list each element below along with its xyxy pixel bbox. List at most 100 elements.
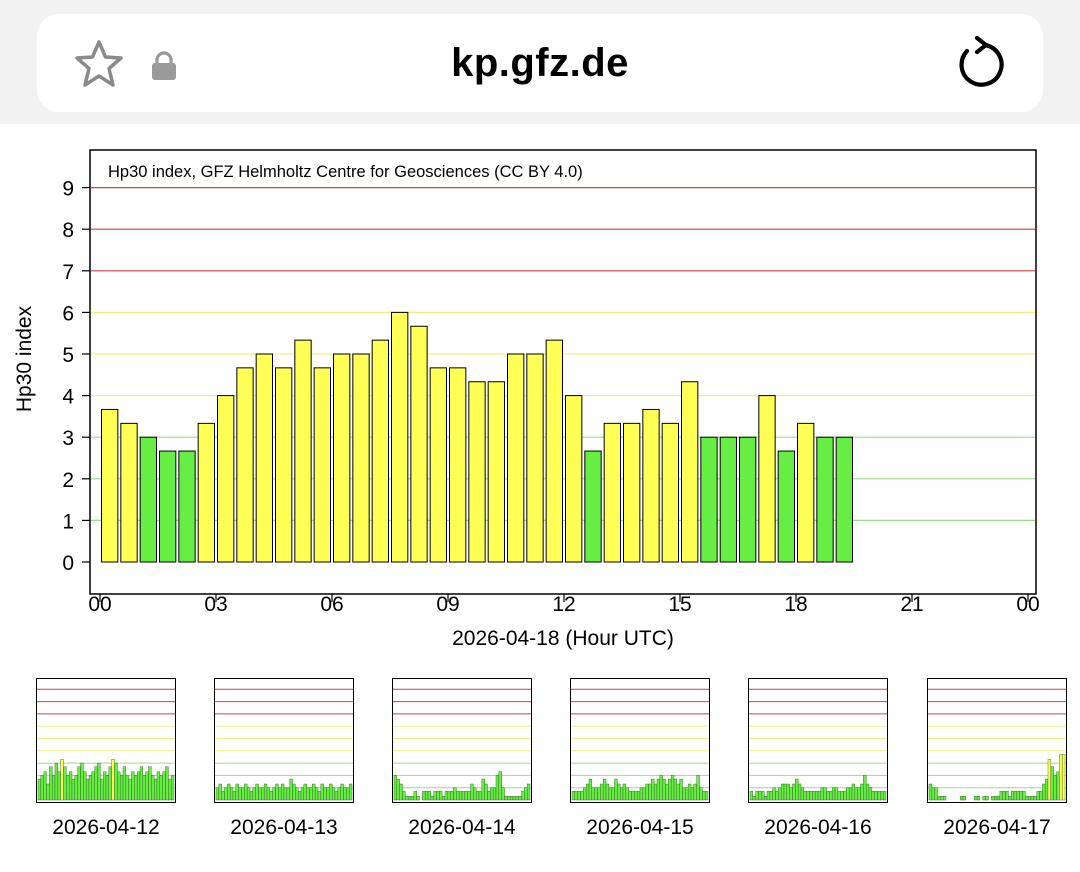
thumb-bar (1047, 759, 1052, 801)
thumbnail-date-label[interactable]: 2026-04-14 (408, 816, 516, 839)
thumb-bar (588, 778, 593, 801)
thumb-bar (789, 787, 793, 801)
thumb-bar (840, 791, 844, 801)
thumb-bar (518, 796, 522, 801)
thumb-bar (501, 787, 505, 801)
thumb-bar (775, 791, 779, 801)
thumbnail-date-label[interactable]: 2026-04-16 (764, 816, 872, 839)
thumb-bar (597, 787, 601, 801)
thumb-bar (444, 791, 449, 801)
thumb-bar (329, 783, 333, 801)
url-text[interactable]: kp.gfz.de (451, 41, 629, 85)
thumb-bar (159, 775, 163, 801)
thumb-bar (441, 796, 446, 801)
thumb-bar (473, 787, 477, 801)
thumb-frame (214, 678, 354, 803)
thumb-bar (696, 775, 700, 801)
thumb-bar (117, 771, 121, 801)
thumb-bar (628, 791, 632, 801)
thumb-bar (464, 791, 468, 801)
thumb-bar (94, 766, 98, 801)
thumb-bar (602, 778, 607, 801)
thumb-bar (749, 791, 754, 801)
thumb-bar (507, 796, 511, 801)
thumb-bar (1059, 754, 1063, 801)
chart-title: Hp30 index, GFZ Helmholtz Centre for Geo… (108, 163, 583, 181)
thumb-bar (877, 791, 881, 801)
thumbnail-chart[interactable] (392, 678, 532, 803)
thumb-bar (317, 791, 322, 801)
thumbnail-date-label[interactable]: 2026-04-15 (586, 816, 694, 839)
bar (816, 436, 834, 563)
thumb-bar (829, 791, 833, 801)
y-tick-label: 5 (62, 344, 74, 367)
thumb-bar (1025, 796, 1029, 801)
thumb-bar (77, 766, 81, 801)
thumb-bar (982, 796, 986, 801)
thumbnail-chart[interactable] (36, 678, 176, 803)
thumb-bar (165, 766, 169, 801)
bar (120, 422, 138, 563)
thumb-bar (97, 762, 101, 801)
thumb-bar (422, 791, 426, 801)
thumb-bar (83, 771, 87, 801)
star-icon[interactable] (73, 39, 125, 89)
thumbnail-date-label[interactable]: 2026-04-12 (52, 816, 160, 839)
thumb-bar (820, 787, 824, 801)
y-axis-label: Hp30 index (13, 305, 36, 412)
bar (371, 339, 389, 563)
thumb-bar (297, 791, 302, 801)
thumb-bar (410, 796, 415, 801)
thumb-bar (343, 787, 347, 801)
thumb-bar (651, 778, 655, 801)
thumb-bar (600, 783, 604, 801)
thumb-bar (642, 787, 646, 801)
thumb-bar (673, 778, 678, 801)
thumb-bar (326, 787, 330, 801)
thumbnail-chart[interactable] (927, 678, 1067, 803)
x-tick-label: 12 (552, 593, 575, 616)
thumb-bar (809, 791, 813, 801)
thumbnail-date-label[interactable]: 2026-04-17 (943, 816, 1051, 839)
y-axis: 0 1 2 3 4 5 6 7 8 9 (62, 178, 90, 575)
thumbnail-chart[interactable] (570, 678, 710, 803)
thumb-bar (168, 778, 172, 801)
thumb-bar (962, 796, 967, 801)
thumbnail-chart[interactable] (214, 678, 354, 803)
thumb-bar (453, 787, 457, 801)
bar-series (101, 311, 854, 563)
thumbnail-date-label[interactable]: 2026-04-13 (230, 816, 338, 839)
thumb-bar (475, 791, 480, 801)
thumb-bar (1039, 791, 1043, 801)
bar (333, 353, 351, 563)
thumb-frame (570, 678, 710, 803)
thumb-bar (594, 787, 598, 801)
thumb-bar (812, 791, 816, 801)
thumb-bar (761, 791, 765, 801)
thumb-bar (148, 766, 152, 801)
thumb-bar (857, 787, 861, 801)
thumb-bar (323, 787, 327, 801)
thumb-bar (495, 775, 500, 801)
thumb-bar (668, 778, 672, 801)
thumbnail-chart[interactable] (748, 678, 888, 803)
thumb-bar (235, 783, 239, 801)
thumb-bar (470, 783, 474, 801)
thumb-bar (860, 783, 864, 801)
bar (275, 367, 293, 563)
bar (797, 422, 815, 563)
thumb-bar (57, 771, 61, 801)
bar (526, 353, 544, 563)
reload-icon[interactable] (955, 36, 1005, 90)
bar (661, 422, 680, 563)
thumb-bar (320, 783, 324, 801)
thumb-bar (74, 775, 78, 801)
thumb-bar (985, 796, 989, 801)
thumb-bar (447, 791, 451, 801)
thumb-bar (934, 787, 938, 801)
thumb-bar (931, 787, 935, 801)
thumb-bar (823, 787, 827, 801)
address-bar[interactable]: kp.gfz.de (37, 14, 1043, 112)
thumb-bar (608, 787, 612, 801)
thumb-bar (763, 796, 768, 801)
